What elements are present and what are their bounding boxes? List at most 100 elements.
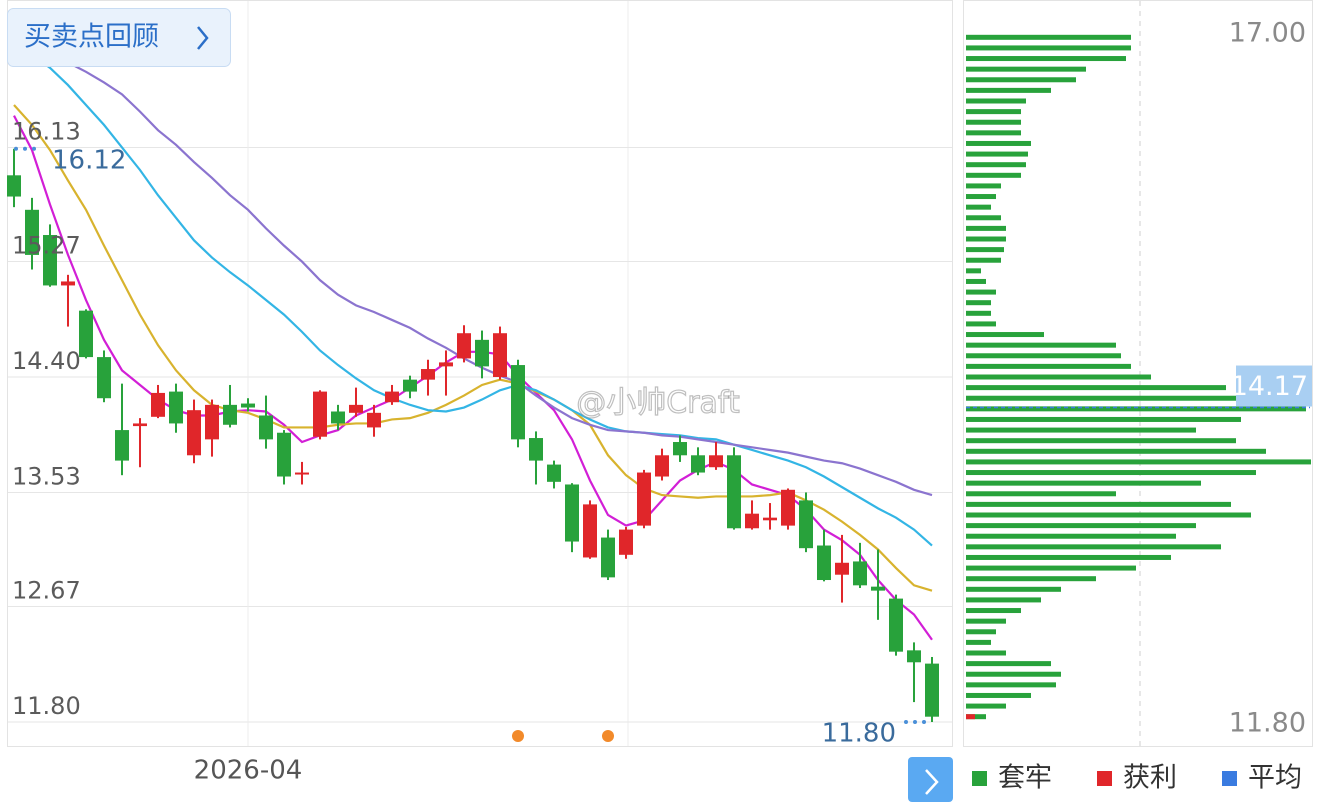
signal-dot (512, 730, 524, 742)
candle-plot: 16.12 11.80 (7, 1, 952, 747)
chip-bar (966, 661, 1051, 667)
y-tick-label: 14.40 (12, 347, 81, 375)
chip-bar (966, 629, 996, 635)
chip-bar (966, 342, 1116, 348)
chip-bar (966, 470, 1256, 476)
candle-body (853, 561, 867, 586)
chip-bar (966, 300, 991, 306)
candle-body (61, 281, 75, 286)
chip-bar (966, 257, 1001, 263)
chip-bar (966, 406, 1306, 412)
chip-bar (966, 692, 1031, 698)
candle-body (259, 415, 273, 440)
candle-body (925, 663, 939, 717)
legend-label: 套牢 (998, 763, 1052, 794)
chip-bar (966, 109, 1021, 115)
review-button-label[interactable]: 买卖点回顾 (24, 22, 159, 53)
chip-bar (966, 703, 1006, 709)
candle-body (745, 513, 759, 529)
y-tick-label: 17.00 (1229, 18, 1306, 49)
chip-bar (966, 618, 1006, 624)
x-tick-label: 2026-04 (194, 756, 303, 786)
candle-body (511, 365, 525, 440)
legend: 套牢 获利 平均 (972, 763, 1302, 794)
chip-bar (966, 544, 1221, 550)
chip-bar (966, 682, 1056, 688)
chip-bar (966, 512, 1251, 518)
chip-bar (966, 34, 1131, 40)
candle-body (619, 529, 633, 555)
y-tick-label: 11.80 (12, 692, 81, 720)
chip-bar (966, 576, 1096, 582)
next-button[interactable] (908, 757, 953, 802)
watermark: @小帅Craft (576, 386, 740, 421)
chip-bar (966, 310, 991, 316)
legend-swatch (1222, 771, 1237, 786)
candle-body (781, 489, 795, 526)
chip-bar (966, 278, 986, 284)
chip-bar (966, 427, 1196, 433)
chip-bar (966, 332, 1044, 338)
candle-body (349, 404, 363, 413)
chip-bar (966, 491, 1116, 497)
candle-body (835, 562, 849, 575)
ma-line (13, 37, 933, 497)
signal-dot (602, 730, 614, 742)
ma-line (13, 44, 933, 547)
candle-body (403, 379, 417, 392)
chip-bar (966, 671, 1061, 677)
chip-bar (966, 714, 986, 720)
candle-body (421, 369, 435, 380)
chip-bar (966, 480, 1201, 486)
axes: 16.13 15.27 14.40 13.53 12.67 11.80 2026-04 (12, 117, 302, 785)
chevron (925, 769, 939, 795)
average-tag (1236, 365, 1312, 407)
candle-body (295, 472, 309, 475)
candle-body (187, 410, 201, 456)
candle-body (547, 464, 561, 482)
legend-swatch (972, 771, 987, 786)
candle-body (673, 442, 687, 456)
candle-body (205, 404, 219, 440)
annotation-dot (23, 146, 27, 151)
candle-body (151, 392, 165, 417)
candle-body (223, 404, 237, 425)
annotation-dot (913, 720, 917, 724)
candle-body (25, 209, 39, 255)
candle-body (889, 598, 903, 652)
candle-body (727, 455, 741, 529)
chip-bar (966, 151, 1028, 157)
chip-bar (966, 554, 1171, 560)
review-button[interactable]: 买卖点回顾 (7, 8, 231, 67)
legend-label: 获利 (1123, 763, 1177, 794)
chip-bar (966, 140, 1031, 146)
annotation-dot (32, 146, 36, 151)
candle-body (43, 235, 57, 286)
chip-bar (966, 395, 1301, 401)
candle-body (691, 455, 705, 473)
chip-plot: 17.00 11.80 14.17 (966, 18, 1312, 739)
candle-body (79, 310, 93, 358)
candle-body (169, 391, 183, 424)
candle-body (241, 403, 255, 408)
y-tick-label: 15.27 (12, 232, 81, 260)
chip-bar (966, 353, 1121, 359)
ma-line (13, 104, 933, 592)
chip-bar (966, 236, 1006, 242)
ma-line (13, 115, 933, 641)
next-button-bg[interactable] (908, 757, 953, 802)
chip-bar (966, 225, 1006, 231)
chip-bar (966, 533, 1176, 539)
chip-bar (966, 448, 1266, 454)
candle-body (601, 537, 615, 578)
chip-bar (966, 215, 1001, 221)
candle-body (475, 339, 489, 367)
annotation-dot (14, 146, 18, 151)
chip-bar (966, 119, 1021, 125)
chip-bar (966, 183, 1001, 189)
chip-bar (966, 268, 981, 274)
review-button-bg[interactable] (7, 8, 231, 67)
candle-body (313, 391, 327, 437)
candle-body (385, 391, 399, 403)
chip-bar (966, 501, 1231, 507)
